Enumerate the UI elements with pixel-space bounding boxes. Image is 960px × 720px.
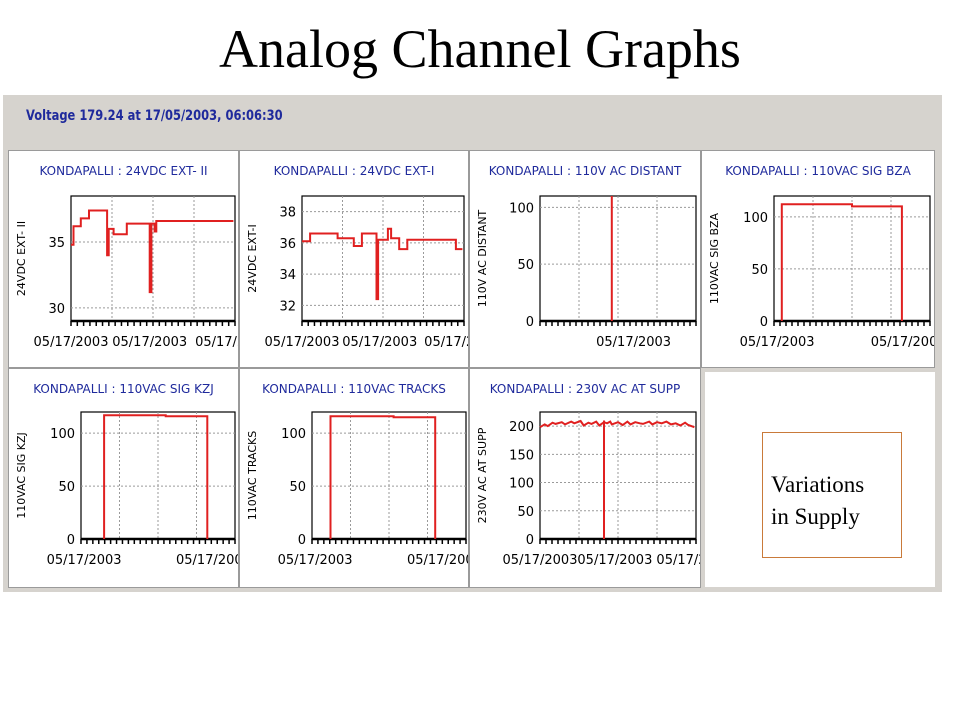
y-tick-label: 100: [50, 427, 75, 442]
x-tick-label: 05/17/2003: [871, 335, 934, 350]
chart-title: KONDAPALLI : 24VDC EXT-I: [274, 164, 435, 178]
x-tick-label: 05/17/2003: [34, 335, 109, 350]
y-tick-label: 50: [289, 480, 306, 495]
series-line: [302, 227, 463, 301]
y-axis-label: 24VDC EXT- II: [15, 221, 28, 296]
y-tick-label: 100: [743, 211, 768, 226]
series-line: [71, 209, 234, 294]
y-tick-label: 30: [48, 302, 65, 317]
chart-title: KONDAPALLI : 110VAC SIG KZJ: [33, 382, 214, 396]
y-axis-label: 110V AC DISTANT: [476, 209, 489, 307]
x-tick-label: 05/17/2003: [112, 335, 187, 350]
slide-title: Analog Channel Graphs: [219, 19, 741, 79]
y-tick-label: 50: [517, 505, 534, 520]
x-tick-label: 05/17/2003: [176, 553, 238, 568]
chart-title: KONDAPALLI : 110V AC DISTANT: [489, 164, 682, 178]
y-axis-label: 110VAC SIG BZA: [708, 212, 721, 304]
series-line: [780, 203, 903, 321]
chart-110vac-sig-bza: KONDAPALLI : 110VAC SIG BZA 110VAC SIG BZ…: [701, 150, 935, 368]
y-tick-label: 34: [279, 268, 296, 283]
y-tick-label: 36: [279, 237, 296, 252]
plot-area: [311, 411, 467, 540]
chart-110v-ac-distant: KONDAPALLI : 110V AC DISTANT 110V AC DIST…: [469, 150, 701, 368]
series-line: [539, 419, 695, 429]
y-axis-label: 230V AC AT SUPP: [476, 427, 489, 523]
chart-title: KONDAPALLI : 24VDC EXT- II: [39, 164, 207, 178]
y-tick-label: 200: [509, 420, 534, 435]
y-tick-label: 50: [751, 263, 768, 278]
annotation-box: Variations in Supply: [762, 432, 902, 558]
chart-svg: KONDAPALLI : 24VDC EXT-I 24VDC EXT-I 32 34 3…: [246, 164, 468, 350]
plot-area: [539, 195, 697, 322]
plot-area: [773, 195, 931, 322]
y-tick-label: 0: [67, 533, 75, 548]
chart-svg: KONDAPALLI : 110V AC DISTANT 110V AC DIST…: [476, 164, 697, 350]
annotation-line-1: Variations: [771, 472, 865, 497]
series-line: [103, 414, 209, 539]
y-axis-label: 110VAC SIG KZJ: [15, 432, 28, 519]
y-tick-label: 50: [517, 258, 534, 273]
series-line: [329, 415, 437, 539]
y-tick-label: 50: [58, 480, 75, 495]
y-tick-label: 35: [48, 236, 65, 251]
plot-area: [301, 195, 465, 322]
y-tick-label: 100: [509, 477, 534, 492]
y-tick-label: 0: [526, 533, 534, 548]
chart-24vdc-ext-i: KONDAPALLI : 24VDC EXT-I 24VDC EXT-I 32 34 3…: [239, 150, 469, 368]
y-tick-label: 100: [509, 201, 534, 216]
status-readout: Voltage 179.24 at 17/05/2003, 06:06:30: [26, 108, 283, 124]
y-tick-label: 0: [760, 315, 768, 330]
chart-svg: KONDAPALLI : 110VAC SIG KZJ 110VAC SIG KZ…: [15, 382, 238, 568]
chart-110vac-sig-kzj: KONDAPALLI : 110VAC SIG KZJ 110VAC SIG KZ…: [8, 368, 239, 588]
x-tick-label: 05/17/200: [424, 335, 468, 350]
x-tick-label: 05/17/2003: [740, 335, 815, 350]
chart-title: KONDAPALLI : 230V AC AT SUPP: [490, 382, 681, 396]
plot-area: [539, 411, 697, 540]
x-tick-label: 05/17/2003: [577, 553, 652, 568]
x-tick-label: 05/17/2003: [407, 553, 468, 568]
y-tick-label: 0: [526, 315, 534, 330]
chart-svg: KONDAPALLI : 110VAC TRACKS 110VAC TRACKS 0…: [246, 382, 468, 568]
chart-title: KONDAPALLI : 110VAC TRACKS: [262, 382, 446, 396]
y-tick-label: 32: [279, 299, 296, 314]
x-tick-label: 05/17/2003: [265, 335, 340, 350]
x-tick-label: 05/17/2003: [503, 553, 578, 568]
x-tick-label: 05/17/2003: [596, 335, 671, 350]
x-tick-label: 05/17/2003: [47, 553, 122, 568]
chart-svg: KONDAPALLI : 110VAC SIG BZA 110VAC SIG BZ…: [708, 164, 934, 350]
y-axis-label: 24VDC EXT-I: [246, 224, 259, 292]
x-tick-label: 05/17/200: [656, 553, 700, 568]
y-tick-label: 38: [279, 206, 296, 221]
y-axis-label: 110VAC TRACKS: [246, 431, 259, 520]
chart-svg: KONDAPALLI : 24VDC EXT- II 24VDC EXT- II 3…: [15, 164, 238, 350]
chart-230v-ac-at-supp: KONDAPALLI : 230V AC AT SUPP 230V AC AT S…: [469, 368, 701, 588]
chart-svg: KONDAPALLI : 230V AC AT SUPP 230V AC AT S…: [476, 382, 700, 568]
y-tick-label: 150: [509, 448, 534, 463]
plot-area: [70, 195, 236, 322]
x-tick-label: 05/17/2003: [342, 335, 417, 350]
y-tick-label: 100: [281, 427, 306, 442]
x-tick-label: 05/17/200: [195, 335, 238, 350]
chart-24vdc-ext-ii: KONDAPALLI : 24VDC EXT- II 24VDC EXT- II 3…: [8, 150, 239, 368]
y-tick-label: 0: [298, 533, 306, 548]
annotation-line-2: in Supply: [771, 504, 860, 529]
x-tick-label: 05/17/2003: [278, 553, 353, 568]
chart-110vac-tracks: KONDAPALLI : 110VAC TRACKS 110VAC TRACKS 0…: [239, 368, 469, 588]
chart-title: KONDAPALLI : 110VAC SIG BZA: [725, 164, 911, 178]
